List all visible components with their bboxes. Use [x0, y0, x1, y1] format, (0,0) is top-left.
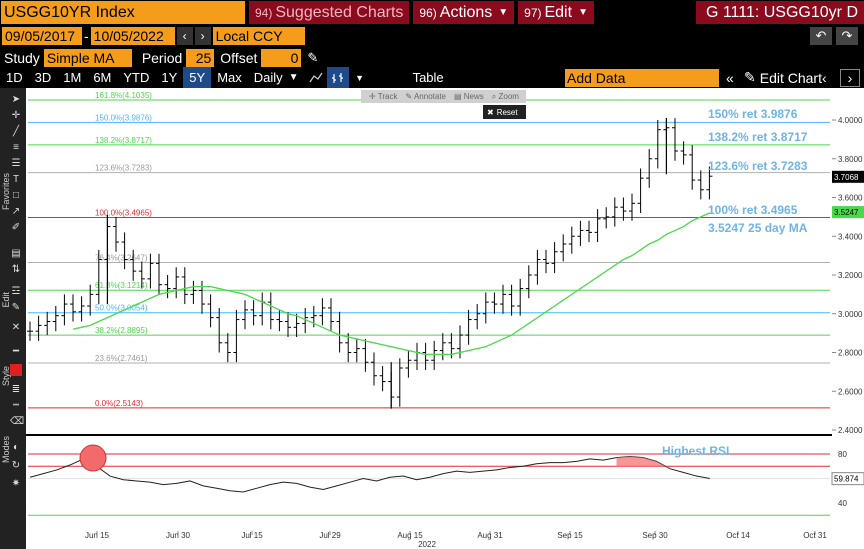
date-bar: 09/05/2017 - 10/05/2022 ‹ › Local CCY ↶ …: [0, 26, 864, 46]
favorites-label: Favorites: [1, 173, 11, 211]
actions-label: Actions: [439, 3, 493, 21]
suggested-charts-button[interactable]: 94) Suggested Charts: [249, 1, 410, 24]
edit-button[interactable]: 97) Edit ▼: [518, 1, 594, 24]
currency-select[interactable]: Local CCY: [212, 27, 305, 45]
draw-icon[interactable]: ✎: [11, 302, 21, 313]
study-label: Study: [4, 49, 40, 66]
delete-icon[interactable]: ✕: [11, 322, 21, 333]
news-label: News: [463, 92, 484, 101]
period-label: Period: [141, 49, 183, 66]
cycle-icon[interactable]: ↻: [11, 460, 21, 471]
line-chart-icon-svg: [309, 72, 323, 82]
fib-icon[interactable]: ☰: [11, 158, 21, 169]
floating-toolbar: ✛ Track ✎ Annotate ▤ News ⌕ Zoom: [361, 90, 526, 103]
annotate-button[interactable]: ✎ Annotate: [405, 92, 446, 101]
prev-arrow-icon[interactable]: ‹: [176, 27, 193, 45]
offset-input[interactable]: 0: [261, 48, 302, 67]
period-1d[interactable]: 1D: [6, 70, 23, 85]
news-button[interactable]: ▤ News: [454, 92, 484, 101]
zoom-label: Zoom: [498, 91, 519, 101]
chevron-down-icon: ▼: [578, 7, 588, 18]
suggested-num: 94): [255, 5, 273, 20]
rsi-panel[interactable]: [26, 436, 832, 531]
chevron-down-icon: ▼: [288, 72, 299, 83]
nav-back-icon[interactable]: ‹: [822, 69, 827, 86]
edit-side-label: Edit: [1, 292, 11, 308]
line-width-icon[interactable]: ≣: [11, 384, 21, 395]
top-bar: USGG10YR Index 94) Suggested Charts 96) …: [0, 0, 864, 25]
track-label: Track: [377, 92, 398, 101]
start-date-input[interactable]: 09/05/2017: [2, 27, 82, 45]
eraser-icon[interactable]: ⌫: [10, 416, 25, 427]
shape-icon[interactable]: □: [12, 190, 20, 201]
pencil-icon: ✎: [744, 69, 756, 85]
edit-chart-label: Edit Chart: [759, 69, 822, 86]
price-chart-panel[interactable]: [26, 88, 832, 434]
edit-chart-button[interactable]: ✎ Edit Chart: [744, 67, 822, 88]
settings-gear-icon[interactable]: ✷: [11, 478, 21, 489]
actions-num: 96): [419, 5, 437, 20]
period-ytd[interactable]: YTD: [123, 70, 150, 85]
chart-type-chevron-icon[interactable]: ▼: [355, 72, 365, 83]
measure-icon[interactable]: ⇅: [11, 264, 21, 275]
period-1m[interactable]: 1M: [63, 70, 82, 85]
undo-icon[interactable]: ↶: [810, 27, 832, 45]
actions-button[interactable]: 96) Actions ▼: [413, 1, 515, 24]
add-data-input[interactable]: Add Data: [565, 69, 719, 87]
x-axis-panel: [26, 531, 864, 549]
date-separator: -: [84, 28, 89, 44]
period-5y[interactable]: 5Y: [183, 67, 212, 88]
table-button[interactable]: Table: [400, 67, 456, 88]
frequency-select[interactable]: Daily ▼: [247, 67, 305, 88]
edit-label: Edit: [544, 3, 573, 21]
redo-icon[interactable]: ↷: [836, 27, 858, 45]
channel-icon[interactable]: ≡: [13, 142, 19, 153]
track-button[interactable]: ✛ Track: [369, 92, 398, 101]
lines-icon[interactable]: ☲: [11, 286, 21, 297]
y-axis-panel: [832, 88, 864, 531]
ticker-field[interactable]: USGG10YR Index: [1, 1, 245, 24]
offset-label: Offset: [220, 49, 258, 66]
dash-icon[interactable]: ┅: [12, 400, 20, 411]
expand-icon[interactable]: ›: [840, 69, 860, 87]
collapse-icon[interactable]: «: [726, 69, 734, 86]
text-icon[interactable]: T: [12, 174, 20, 185]
bar-chart-icon-svg: [331, 72, 343, 83]
pencil-icon[interactable]: ✎: [307, 49, 319, 65]
line-style-icon[interactable]: ━: [12, 346, 20, 357]
mode-icon[interactable]: ◐: [12, 442, 20, 453]
zoom-button[interactable]: ⌕ Zoom: [491, 91, 519, 101]
reset-icon: ✖: [487, 107, 494, 117]
annotate-label: Annotate: [413, 92, 446, 101]
modes-side-label: Modes: [1, 436, 11, 464]
left-toolbar: ➤ ✛ ╱ ≡ ☰ T □ ↗ ✐ ▤ ⇅ ☲ ✎ ✕ ━ ≣ ┅ ⌫ ◐ ↻ …: [0, 88, 26, 549]
frequency-label: Daily: [253, 70, 283, 85]
period-input[interactable]: 25: [186, 48, 215, 67]
next-arrow-icon[interactable]: ›: [194, 27, 211, 45]
period-max[interactable]: Max: [217, 70, 242, 85]
style-side-label: Style: [1, 366, 11, 387]
reset-button[interactable]: ✖ Reset: [483, 105, 526, 119]
chevron-down-icon: ▼: [498, 7, 509, 18]
chart-id-title: G 1111: USGG10yr D: [695, 1, 864, 24]
color-swatch-icon[interactable]: [10, 364, 22, 376]
trendline-icon[interactable]: ╱: [12, 126, 20, 137]
period-1y[interactable]: 1Y: [161, 70, 178, 85]
line-chart-icon[interactable]: [305, 67, 327, 88]
arrow-icon[interactable]: ↗: [11, 206, 21, 217]
study-select[interactable]: Simple MA: [43, 48, 132, 67]
brush-icon[interactable]: ✐: [11, 222, 21, 233]
period-6m[interactable]: 6M: [93, 70, 112, 85]
period-3d[interactable]: 3D: [34, 70, 52, 85]
end-date-input[interactable]: 10/05/2022: [90, 27, 175, 45]
crosshair-icon[interactable]: ✛: [11, 110, 21, 121]
suggested-label: Suggested Charts: [275, 3, 404, 21]
reset-label: Reset: [496, 107, 518, 117]
study-bar: Study Simple MA Period 25 Offset 0 ✎: [0, 47, 864, 68]
bar-chart-icon[interactable]: [326, 67, 349, 88]
pointer-icon[interactable]: ➤: [11, 94, 21, 105]
ruler-icon[interactable]: ▤: [11, 248, 21, 259]
edit-num: 97): [524, 5, 542, 20]
